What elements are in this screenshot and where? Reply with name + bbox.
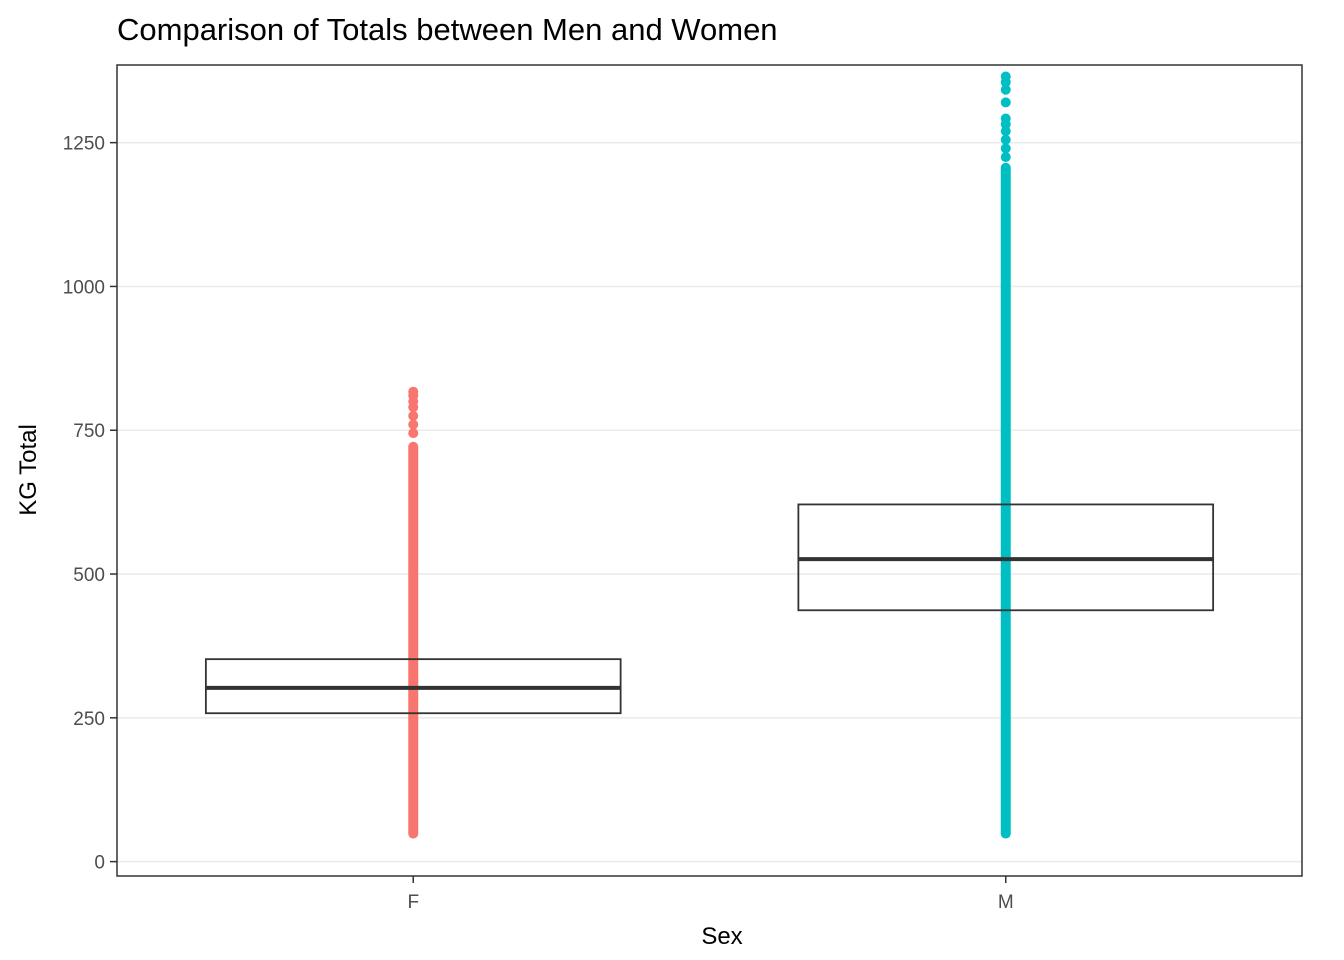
point-M-2	[1000, 134, 1011, 145]
point-M-6	[1000, 97, 1011, 108]
plot-panel	[117, 65, 1302, 876]
x-tick-label-F: F	[407, 892, 419, 913]
data-points	[408, 71, 1011, 839]
point-M-3	[1000, 126, 1011, 137]
x-axis-title: Sex	[701, 923, 742, 950]
y-axis: 0 250 500 750 1000 1250	[63, 134, 117, 874]
gridlines	[117, 141, 1302, 863]
point-F-1	[408, 419, 419, 430]
x-tick-label-M: M	[998, 892, 1014, 913]
boxes	[204, 503, 1215, 715]
point-M-1	[1000, 143, 1011, 154]
y-tick-label-500: 500	[73, 565, 105, 586]
plot-border	[116, 64, 1303, 877]
chart-title: Comparison of Totals between Men and Wom…	[117, 12, 778, 47]
point-M-0	[1000, 152, 1011, 163]
y-tick-label-750: 750	[73, 421, 105, 442]
point-F-6	[408, 386, 419, 397]
y-tick-label-0: 0	[94, 853, 105, 874]
point-F-2	[408, 410, 419, 421]
y-tick-label-1000: 1000	[63, 277, 105, 298]
point-F-0	[408, 428, 419, 439]
point-M-5	[1000, 113, 1011, 124]
y-tick-label-250: 250	[73, 709, 105, 730]
points-dense-M	[1000, 162, 1011, 839]
point-M-9	[1000, 71, 1011, 82]
point-M-7	[1000, 84, 1011, 95]
y-axis-title: KG Total	[15, 424, 42, 516]
y-tick-label-1250: 1250	[63, 134, 105, 155]
points-dense-F	[408, 441, 419, 839]
